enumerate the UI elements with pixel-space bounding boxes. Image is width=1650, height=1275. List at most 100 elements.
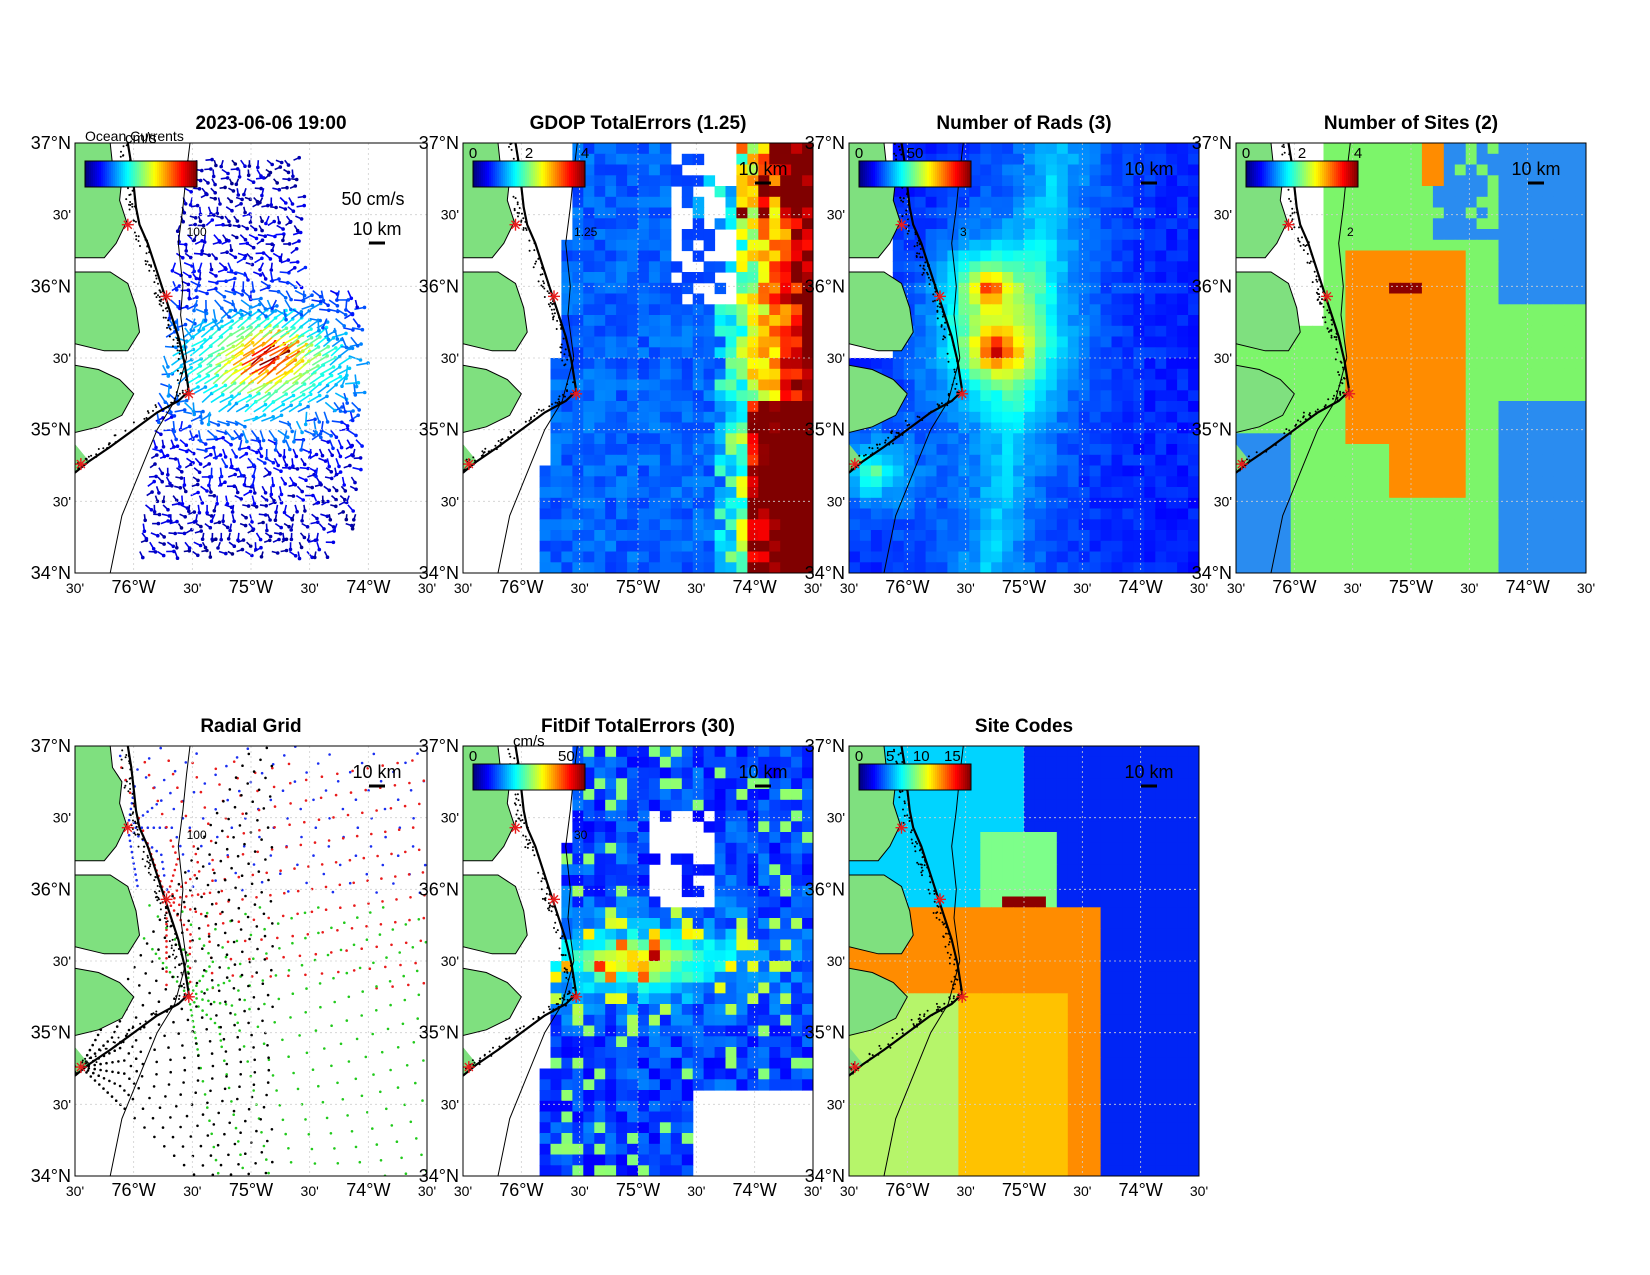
colorbar-tick: 50: [558, 748, 575, 765]
lon-tick-label: 30': [183, 1183, 201, 1199]
lat-tick-label: 30': [827, 493, 845, 509]
lat-tick-label: 30': [53, 350, 71, 366]
axes-frame: [74, 142, 428, 574]
site-marker-3: [182, 990, 195, 1003]
lon-tick-label: 30': [840, 580, 858, 596]
map-area: 30: [463, 746, 813, 1176]
lat-tick-label: 34°N: [1192, 563, 1232, 583]
lon-tick-label: 74°W: [733, 1180, 777, 1200]
site-marker-4: [75, 458, 87, 471]
lon-tick-label: 30': [957, 1183, 975, 1199]
overlay-text: Ocean Currents: [85, 128, 184, 144]
site-marker-1: [121, 218, 134, 231]
map-area: 3: [849, 143, 1199, 573]
panel-title: GDOP TotalErrors (1.25): [530, 113, 747, 134]
panel-nrads: 337°N30'36°N30'35°N30'34°N30' 76°W 30' 75°W…: [805, 113, 1208, 597]
lon-tick-label: 30': [1190, 580, 1208, 596]
lon-tick-label: 30': [301, 1183, 319, 1199]
lon-tick-label: 30': [183, 580, 201, 596]
map-area: 100: [75, 746, 427, 1176]
lon-tick-label: 30': [1073, 580, 1091, 596]
scale-bar-label: 10 km: [1511, 159, 1560, 179]
axes-frame: [462, 745, 814, 1177]
lon-tick-label: 30': [66, 1183, 84, 1199]
lat-tick-label: 36°N: [31, 276, 71, 296]
lat-tick-label: 36°N: [419, 879, 459, 899]
lat-tick-label: 37°N: [419, 133, 459, 153]
colorbar: 0 2 4: [469, 145, 589, 188]
isobath-line: [883, 746, 964, 1176]
lat-tick-label: 36°N: [31, 879, 71, 899]
lat-tick-label: 37°N: [419, 736, 459, 756]
lat-tick-label: 37°N: [31, 133, 71, 153]
lat-tick-label: 30': [441, 350, 459, 366]
lon-tick-label: 75°W: [616, 1180, 660, 1200]
colorbar-tick: 50: [907, 145, 924, 162]
lat-tick-label: 35°N: [805, 1023, 845, 1043]
panel-title: Number of Rads (3): [936, 113, 1111, 134]
panel-title: FitDif TotalErrors (30): [541, 716, 735, 737]
site-marker-1: [121, 821, 134, 834]
site-marker-3: [570, 387, 583, 400]
colorbar-tick: 15: [944, 748, 961, 765]
site-marker-3: [570, 990, 583, 1003]
lat-tick-label: 30': [441, 1096, 459, 1112]
lat-tick-label: 30': [827, 350, 845, 366]
lon-tick-label: 30': [804, 580, 822, 596]
lat-tick-label: 34°N: [805, 563, 845, 583]
panel-title: Radial Grid: [200, 716, 301, 737]
lon-tick-label: 30': [1190, 1183, 1208, 1199]
isobath-line: [883, 143, 964, 573]
axes-frame: [74, 745, 428, 1177]
lon-tick-label: 30': [804, 1183, 822, 1199]
axes-frame: [848, 745, 1200, 1177]
lat-tick-label: 30': [1214, 493, 1232, 509]
colorbar-tick: 10: [913, 748, 930, 765]
scale-bar-label: 10 km: [352, 762, 401, 782]
site-marker-4: [849, 458, 861, 471]
lat-tick-label: 37°N: [805, 133, 845, 153]
colorbar: cm/s: [84, 130, 198, 188]
site-marker-4: [463, 458, 475, 471]
lon-tick-label: 30': [1460, 580, 1478, 596]
lon-tick-label: 75°W: [1002, 1180, 1046, 1200]
colorbar-tick: 4: [581, 145, 589, 162]
lat-tick-label: 30': [441, 493, 459, 509]
site-marker-3: [956, 387, 969, 400]
colorbar-tick: 0: [855, 145, 863, 162]
arrow-scale-label: 50 cm/s: [341, 189, 404, 209]
colorbar-tick: 0: [469, 748, 477, 765]
lon-tick-label: 76°W: [499, 577, 543, 597]
lat-tick-label: 30': [441, 810, 459, 826]
colorbar: 0 5 10 15: [855, 748, 972, 791]
panel-title: Number of Sites (2): [1324, 113, 1498, 134]
lon-tick-label: 76°W: [885, 577, 929, 597]
isobath-line: [109, 143, 191, 573]
lat-tick-label: 34°N: [419, 1166, 459, 1186]
lat-tick-label: 30': [1214, 350, 1232, 366]
colorbar-unit: cm/s: [513, 733, 545, 750]
lat-tick-label: 30': [441, 207, 459, 223]
lon-tick-label: 76°W: [112, 577, 156, 597]
colorbar-tick: 2: [525, 145, 533, 162]
contour-label: 1.25: [574, 225, 598, 239]
isobath-line: [109, 746, 191, 1176]
site-marker-4: [1236, 458, 1248, 471]
scale-bar-label: 10 km: [738, 762, 787, 782]
panel-nsites: 237°N30'36°N30'35°N30'34°N30' 76°W 30' 75°W…: [1192, 113, 1595, 597]
site-marker-2: [160, 290, 173, 303]
lon-tick-label: 30': [301, 580, 319, 596]
lon-tick-label: 30': [957, 580, 975, 596]
lat-tick-label: 30': [53, 810, 71, 826]
axes-frame: [1235, 142, 1587, 574]
site-marker-3: [956, 990, 969, 1003]
lat-tick-label: 30': [53, 207, 71, 223]
colorbar-unit: cm/s: [125, 130, 157, 147]
lat-tick-label: 36°N: [1192, 276, 1232, 296]
site-marker-2: [160, 893, 173, 906]
map-area: 2: [1236, 143, 1586, 573]
